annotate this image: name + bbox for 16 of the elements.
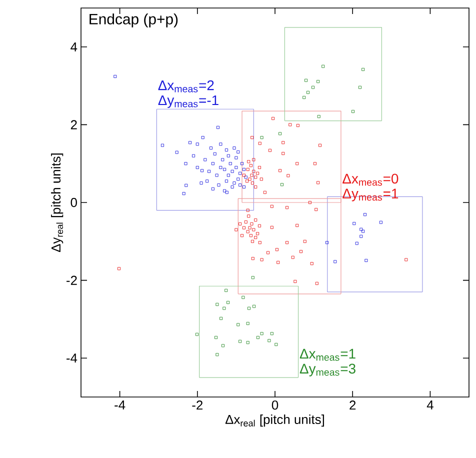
x-tick-label: 4 [426, 400, 434, 410]
x-tick-label: 0 [272, 400, 278, 410]
y-axis-title: Δy$_{real}$ [pitch units] [51, 154, 64, 252]
text: Δx$_{meas}$=0 Δy$_{meas}$=1 [342, 174, 398, 202]
text: Δx$_{meas}$=2 Δy$_{meas}$=-1 [158, 80, 218, 108]
x-axis-title: Δx$_{real}$ [pitch units] [225, 414, 324, 427]
y-tick-label: -4 [66, 354, 78, 363]
text: Δx$_{meas}$=1 Δy$_{meas}$=3 [300, 348, 356, 376]
x-tick-label: 2 [350, 400, 356, 410]
y-tick-label: 4 [70, 42, 78, 52]
x-tick-label: -4 [114, 400, 126, 410]
y-tick-label: 2 [70, 120, 77, 130]
y-tick-label: 0 [70, 198, 77, 208]
x-tick-label: -2 [192, 400, 203, 410]
chart-title: Endcap (p+p) [90, 13, 178, 28]
y-tick-label: -2 [66, 276, 77, 285]
